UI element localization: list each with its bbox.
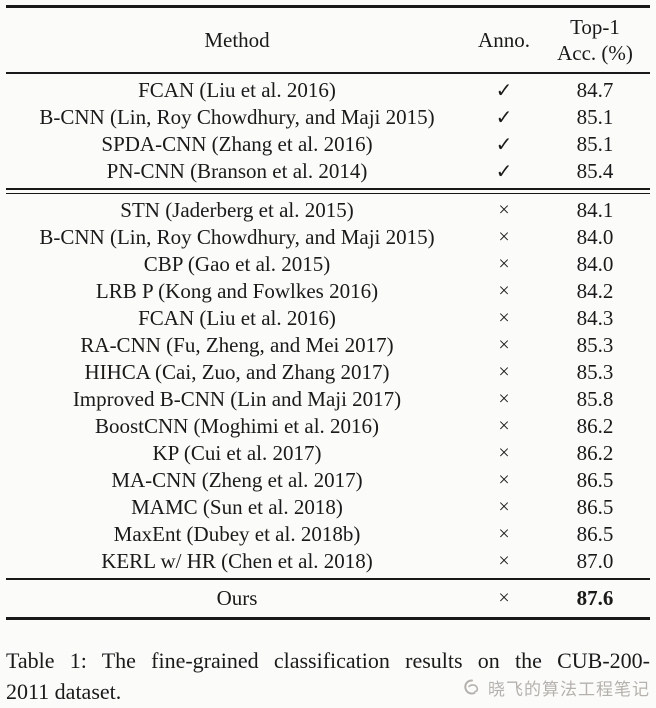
column-header-acc-line2: Acc. (%) xyxy=(557,41,633,65)
acc-cell: 84.0 xyxy=(576,252,614,276)
acc-cell: 85.3 xyxy=(576,360,614,384)
header-bottom-rule xyxy=(6,72,650,74)
method-cell: B-CNN (Lin, Roy Chowdhury, and Maji 2015… xyxy=(39,225,435,249)
anno-cell: × xyxy=(498,307,510,329)
anno-cell: × xyxy=(498,523,510,545)
acc-cell: 84.1 xyxy=(576,198,614,222)
acc-cell: 85.1 xyxy=(576,132,614,156)
method-cell: FCAN (Liu et al. 2016) xyxy=(138,78,336,102)
method-cell: SPDA-CNN (Zhang et al. 2016) xyxy=(101,132,373,156)
column-header-acc: Top-1 Acc. (%) xyxy=(540,14,650,66)
table-row: KERL w/ HR (Chen et al. 2018) × 87.0 xyxy=(6,548,650,575)
group-separator-rule xyxy=(6,188,650,194)
table-row: FCAN (Liu et al. 2016) × 84.3 xyxy=(6,305,650,332)
caption-line-2: 2011 dataset. xyxy=(6,679,122,704)
table-row: KP (Cui et al. 2017) × 86.2 xyxy=(6,440,650,467)
table-row: FCAN (Liu et al. 2016) ✓ 84.7 xyxy=(6,77,650,104)
anno-cell: × xyxy=(498,496,510,518)
acc-cell: 87.6 xyxy=(576,586,614,610)
column-header-method: Method xyxy=(204,28,270,52)
table-row: LRB P (Kong and Fowlkes 2016) × 84.2 xyxy=(6,278,650,305)
method-cell: BoostCNN (Moghimi et al. 2016) xyxy=(94,414,380,438)
method-cell: PN-CNN (Branson et al. 2014) xyxy=(106,159,368,183)
method-cell: B-CNN (Lin, Roy Chowdhury, and Maji 2015… xyxy=(39,105,435,129)
table-header-row: Method Anno. Top-1 Acc. (%) xyxy=(6,8,650,72)
method-cell: MaxEnt (Dubey et al. 2018b) xyxy=(113,522,361,546)
table-bottom-rule xyxy=(6,617,650,620)
table-top-rule xyxy=(6,5,650,8)
table-row: HIHCA (Cai, Zuo, and Zhang 2017) × 85.3 xyxy=(6,359,650,386)
acc-cell: 86.5 xyxy=(576,495,614,519)
method-cell: KP (Cui et al. 2017) xyxy=(152,441,322,465)
acc-cell: 85.1 xyxy=(576,105,614,129)
acc-cell: 84.7 xyxy=(576,78,614,102)
anno-cell: × xyxy=(498,469,510,491)
table-row: BoostCNN (Moghimi et al. 2016) × 86.2 xyxy=(6,413,650,440)
table-row: Improved B-CNN (Lin and Maji 2017) × 85.8 xyxy=(6,386,650,413)
anno-cell: × xyxy=(498,280,510,302)
acc-cell: 86.2 xyxy=(576,441,614,465)
anno-cell: × xyxy=(498,388,510,410)
anno-cell: ✓ xyxy=(495,134,513,156)
anno-cell: × xyxy=(498,253,510,275)
table-row: STN (Jaderberg et al. 2015) × 84.1 xyxy=(6,197,650,224)
table-group-unannotated: STN (Jaderberg et al. 2015) × 84.1 B-CNN (L… xyxy=(6,194,650,578)
table-row: SPDA-CNN (Zhang et al. 2016) ✓ 85.1 xyxy=(6,131,650,158)
method-cell: HIHCA (Cai, Zuo, and Zhang 2017) xyxy=(84,360,390,384)
acc-cell: 86.5 xyxy=(576,522,614,546)
anno-cell: × xyxy=(498,442,510,464)
table-row: CBP (Gao et al. 2015) × 84.0 xyxy=(6,251,650,278)
watermark-text: 晓飞的算法工程笔记 xyxy=(488,680,650,699)
anno-cell: × xyxy=(498,550,510,572)
method-cell: STN (Jaderberg et al. 2015) xyxy=(120,198,354,222)
anno-cell: ✓ xyxy=(495,161,513,183)
table-row: RA-CNN (Fu, Zheng, and Mei 2017) × 85.3 xyxy=(6,332,650,359)
table-row-ours: Ours × 87.6 xyxy=(6,580,650,617)
table-group-annotated: FCAN (Liu et al. 2016) ✓ 84.7 B-CNN (Lin, R… xyxy=(6,74,650,188)
caption-line-1: Table 1: The fine-grained classification… xyxy=(6,648,650,673)
method-cell: KERL w/ HR (Chen et al. 2018) xyxy=(101,549,373,573)
anno-cell: × xyxy=(498,361,510,383)
acc-cell: 86.2 xyxy=(576,414,614,438)
anno-cell: ✓ xyxy=(495,80,513,102)
column-header-acc-line1: Top-1 xyxy=(570,15,620,39)
table-row: B-CNN (Lin, Roy Chowdhury, and Maji 2015… xyxy=(6,104,650,131)
acc-cell: 85.3 xyxy=(576,333,614,357)
method-cell: FCAN (Liu et al. 2016) xyxy=(138,306,336,330)
method-cell: MAMC (Sun et al. 2018) xyxy=(131,495,343,519)
acc-cell: 87.0 xyxy=(576,549,614,573)
results-table: Method Anno. Top-1 Acc. (%) FCAN (Liu et… xyxy=(6,5,650,620)
table-row: PN-CNN (Branson et al. 2014) ✓ 85.4 xyxy=(6,158,650,185)
anno-cell: × xyxy=(498,587,510,609)
anno-cell: × xyxy=(498,199,510,221)
method-cell: MA-CNN (Zheng et al. 2017) xyxy=(111,468,363,492)
watermark: 晓飞的算法工程笔记 xyxy=(462,675,650,700)
method-cell: LRB P (Kong and Fowlkes 2016) xyxy=(95,279,379,303)
anno-cell: ✓ xyxy=(495,107,513,129)
method-cell: Ours xyxy=(216,586,258,610)
method-cell: RA-CNN (Fu, Zheng, and Mei 2017) xyxy=(80,333,394,357)
table-row: MAMC (Sun et al. 2018) × 86.5 xyxy=(6,494,650,521)
table-row: MaxEnt (Dubey et al. 2018b) × 86.5 xyxy=(6,521,650,548)
acc-cell: 84.2 xyxy=(576,279,614,303)
anno-cell: × xyxy=(498,415,510,437)
watermark-logo-icon xyxy=(462,678,482,698)
table-caption: Table 1: The fine-grained classification… xyxy=(0,645,656,707)
method-cell: Improved B-CNN (Lin and Maji 2017) xyxy=(72,387,402,411)
acc-cell: 86.5 xyxy=(576,468,614,492)
acc-cell: 84.3 xyxy=(576,306,614,330)
acc-cell: 84.0 xyxy=(576,225,614,249)
method-cell: CBP (Gao et al. 2015) xyxy=(143,252,331,276)
ours-top-rule xyxy=(6,578,650,580)
column-header-anno: Anno. xyxy=(478,28,530,52)
anno-cell: × xyxy=(498,334,510,356)
acc-cell: 85.8 xyxy=(576,387,614,411)
table-row: MA-CNN (Zheng et al. 2017) × 86.5 xyxy=(6,467,650,494)
acc-cell: 85.4 xyxy=(576,159,614,183)
anno-cell: × xyxy=(498,226,510,248)
table-row: B-CNN (Lin, Roy Chowdhury, and Maji 2015… xyxy=(6,224,650,251)
